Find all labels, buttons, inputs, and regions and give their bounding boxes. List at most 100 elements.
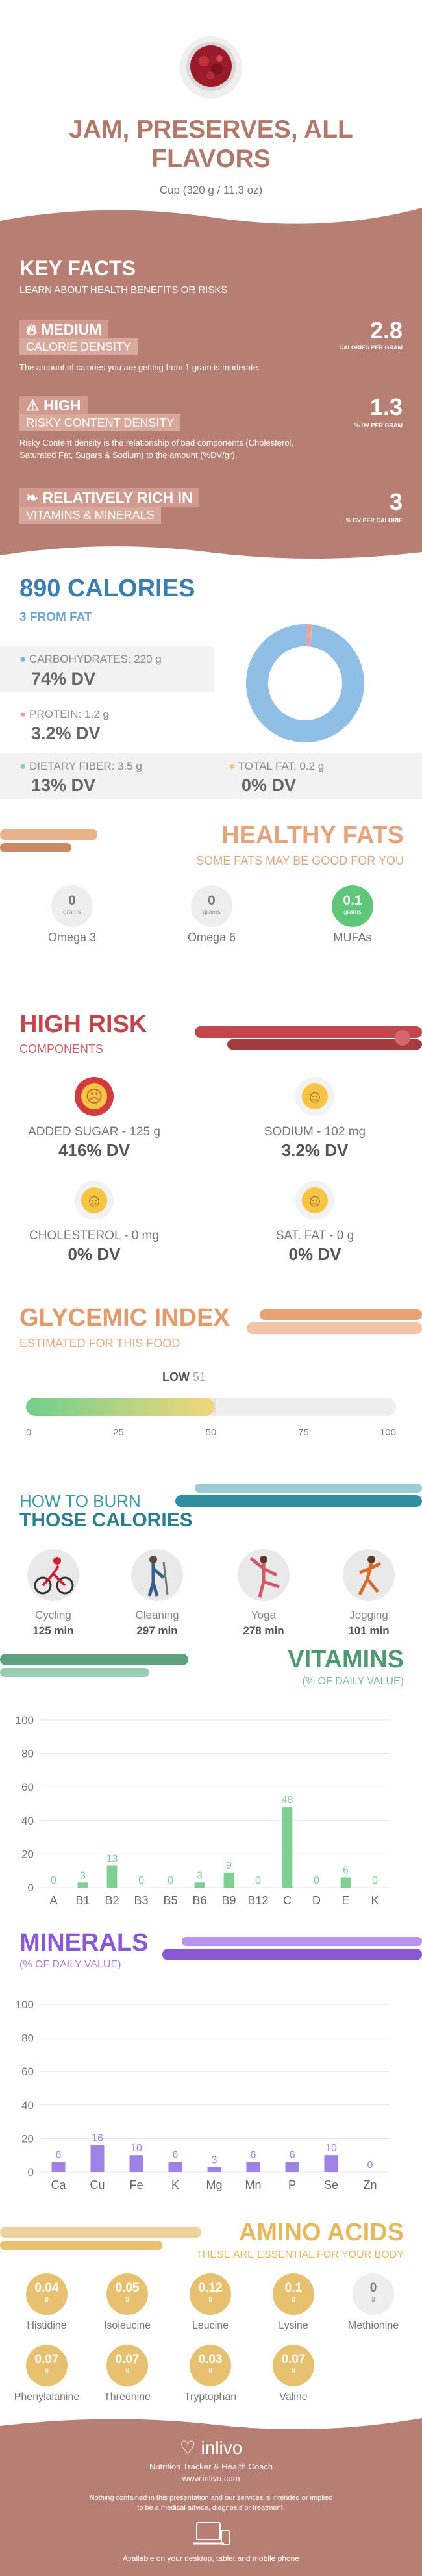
mineral-category-label: K [171,2178,179,2191]
mineral-category-label: Ca [51,2178,66,2191]
leaf-icon: ❧ [26,489,39,506]
cholesterol-label: CHOLESTEROL - 0 mg [29,1229,159,1243]
mineral-bar-fe [129,2155,143,2172]
minerals-subtitle: (% OF DAILY VALUE) [19,1959,121,1970]
amino-leucine: 0.12 g Leucine [171,2273,249,2332]
mineral-bar-ca [51,2162,66,2172]
healthy-fats-ribbon [0,829,97,852]
vitamin-value-label: 0 [138,1875,144,1886]
mineral-category-label: Zn [363,2178,377,2191]
mufas-unit: grams [343,909,362,916]
fat-dv: 0% DV [242,776,297,795]
mineral-value-label: 0 [367,2160,373,2171]
mineral-value-label: 3 [212,2154,217,2166]
mufas-circle: 0.1 grams [332,885,373,927]
vitamin-value-label: 0 [372,1875,378,1886]
vitamin-category-label: B5 [163,1894,177,1907]
mineral-bar-p [285,2162,299,2172]
mineral-value-label: 10 [130,2143,142,2154]
vitamin-value-label: 3 [197,1870,203,1881]
vitamin-value-label: 48 [282,1795,293,1806]
vitamins-bar-chart: 0204060801000A3B113B20B30B53B69B90B1248C… [16,1714,390,1907]
donut-carbs-slice [246,624,364,742]
vitamin-value-label: 13 [106,1853,118,1864]
cholesterol-dv: 0% DV [68,1244,121,1264]
food-title-line2: FLAVORS [151,145,271,173]
devices-icon [193,2522,230,2545]
yoga-time: 278 min [243,1624,284,1637]
risky-density-value: 1.3 [369,394,403,420]
jogging-name: Jogging [349,1609,388,1621]
vitamin-ytick-label: 80 [21,1748,34,1760]
glycemic-title: GLYCEMIC INDEX [19,1304,230,1332]
protein-label: ● PROTEIN: 1.2 g [19,708,109,720]
vitamin-category-label: E [341,1894,349,1907]
mineral-bar-mg [207,2167,221,2172]
sat-fat-risk: ☺ SAT. FAT - 0 g 0% DV [234,1181,396,1265]
vitamin-richness-level: ❧ RELATIVELY RICH IN [19,488,199,507]
burn-title-line1: HOW TO BURN [19,1491,141,1511]
vitamin-bar-e [340,1877,351,1888]
glycemic-tick-label: 0 [26,1427,31,1438]
amino-circle: 0.04 g [26,2273,68,2315]
vitamin-category-label: B9 [221,1894,236,1907]
mineral-value-label: 6 [290,2150,295,2161]
vitamin-value-label: 9 [226,1860,232,1871]
cycling-icon [27,1549,79,1601]
footer-disclaimer-1: Nothing contained in this presentation a… [89,2494,333,2502]
omega3-circle: 0 grams [51,885,93,927]
calorie-density-value: 2.8 [369,317,403,344]
vitamin-category-label: B2 [105,1894,119,1907]
healthy-fat-mufas: 0.1 grams MUFAs [319,885,386,944]
glycemic-level: LOW [162,1370,190,1383]
amino-circle: 0.07 g [26,2345,68,2386]
mufas-name: MUFAs [333,931,372,944]
vitamin-richness-unit: % DV PER CALORIE [345,517,403,524]
mineral-value-label: 6 [173,2150,179,2161]
jogging-time: 101 min [348,1624,390,1637]
vitamins-title: VITAMINS [288,1646,404,1673]
healthy-fats-subtitle: SOME FATS MAY BE GOOD FOR YOU [196,854,404,867]
healthy-fats-title: HEALTHY FATS [221,822,404,849]
footer-disclaimer-2: to be a medical advice, diagnosis or tre… [137,2504,285,2512]
glycemic-value: 51 [193,1370,206,1383]
key-facts-background [0,208,422,559]
amino-tryptophan: 0.03 g Tryptophan [171,2345,249,2403]
glycemic-fill [26,1398,215,1416]
vitamin-bar-b2 [106,1865,118,1888]
mineral-bar-se [324,2155,338,2172]
amino-circle: 0.05 g [106,2273,148,2315]
calorie-density-label: CALORIE DENSITY [19,338,138,355]
glycemic-subtitle: ESTIMATED FOR THIS FOOD [19,1337,180,1350]
vitamin-category-label: B3 [134,1894,148,1907]
mineral-category-label: Mn [245,2178,261,2191]
vitamin-value-label: 3 [80,1870,86,1881]
vitamin-value-label: 0 [255,1875,261,1886]
calorie-density-unit: CALORIES PER GRAM [339,344,403,351]
vitamin-category-label: B1 [75,1894,90,1907]
footer-url[interactable]: www.inlivo.com [182,2473,240,2483]
vitamin-ytick-label: 60 [21,1781,34,1793]
risky-density-unit: % DV PER GRAM [354,422,403,429]
smile-face-icon: ☺ [295,1077,334,1116]
mineral-ytick-label: 40 [21,2099,34,2112]
mineral-value-label: 6 [251,2150,256,2161]
key-facts-subtitle: LEARN ABOUT HEALTH BENEFITS OR RISKS [19,284,228,296]
burn-title-line2: THOSE CALORIES [19,1509,193,1531]
key-facts-title: KEY FACTS [19,257,136,280]
glycemic-value-label: LOW 51 [162,1370,206,1384]
mineral-category-label: Mg [206,2178,222,2191]
vitamin-category-label: D [312,1894,321,1907]
high-risk-title: HIGH RISK [19,1011,147,1038]
vitamin-value-label: 6 [343,1865,349,1876]
vitamin-richness-value: 3 [389,488,403,515]
calories-from-fat: 3 FROM FAT [19,611,92,624]
vitamin-category-label: K [371,1894,379,1907]
protein-dot-icon: ● [19,708,27,720]
flame-icon: 🔥︎ [26,321,37,338]
footer-brand[interactable]: ♡ inlivo [179,2438,243,2458]
omega3-unit: grams [63,909,81,916]
mineral-category-label: P [288,2178,296,2191]
burn-ribbon [175,1484,422,1507]
healthy-fat-omega6: 0 grams Omega 6 [179,885,245,944]
